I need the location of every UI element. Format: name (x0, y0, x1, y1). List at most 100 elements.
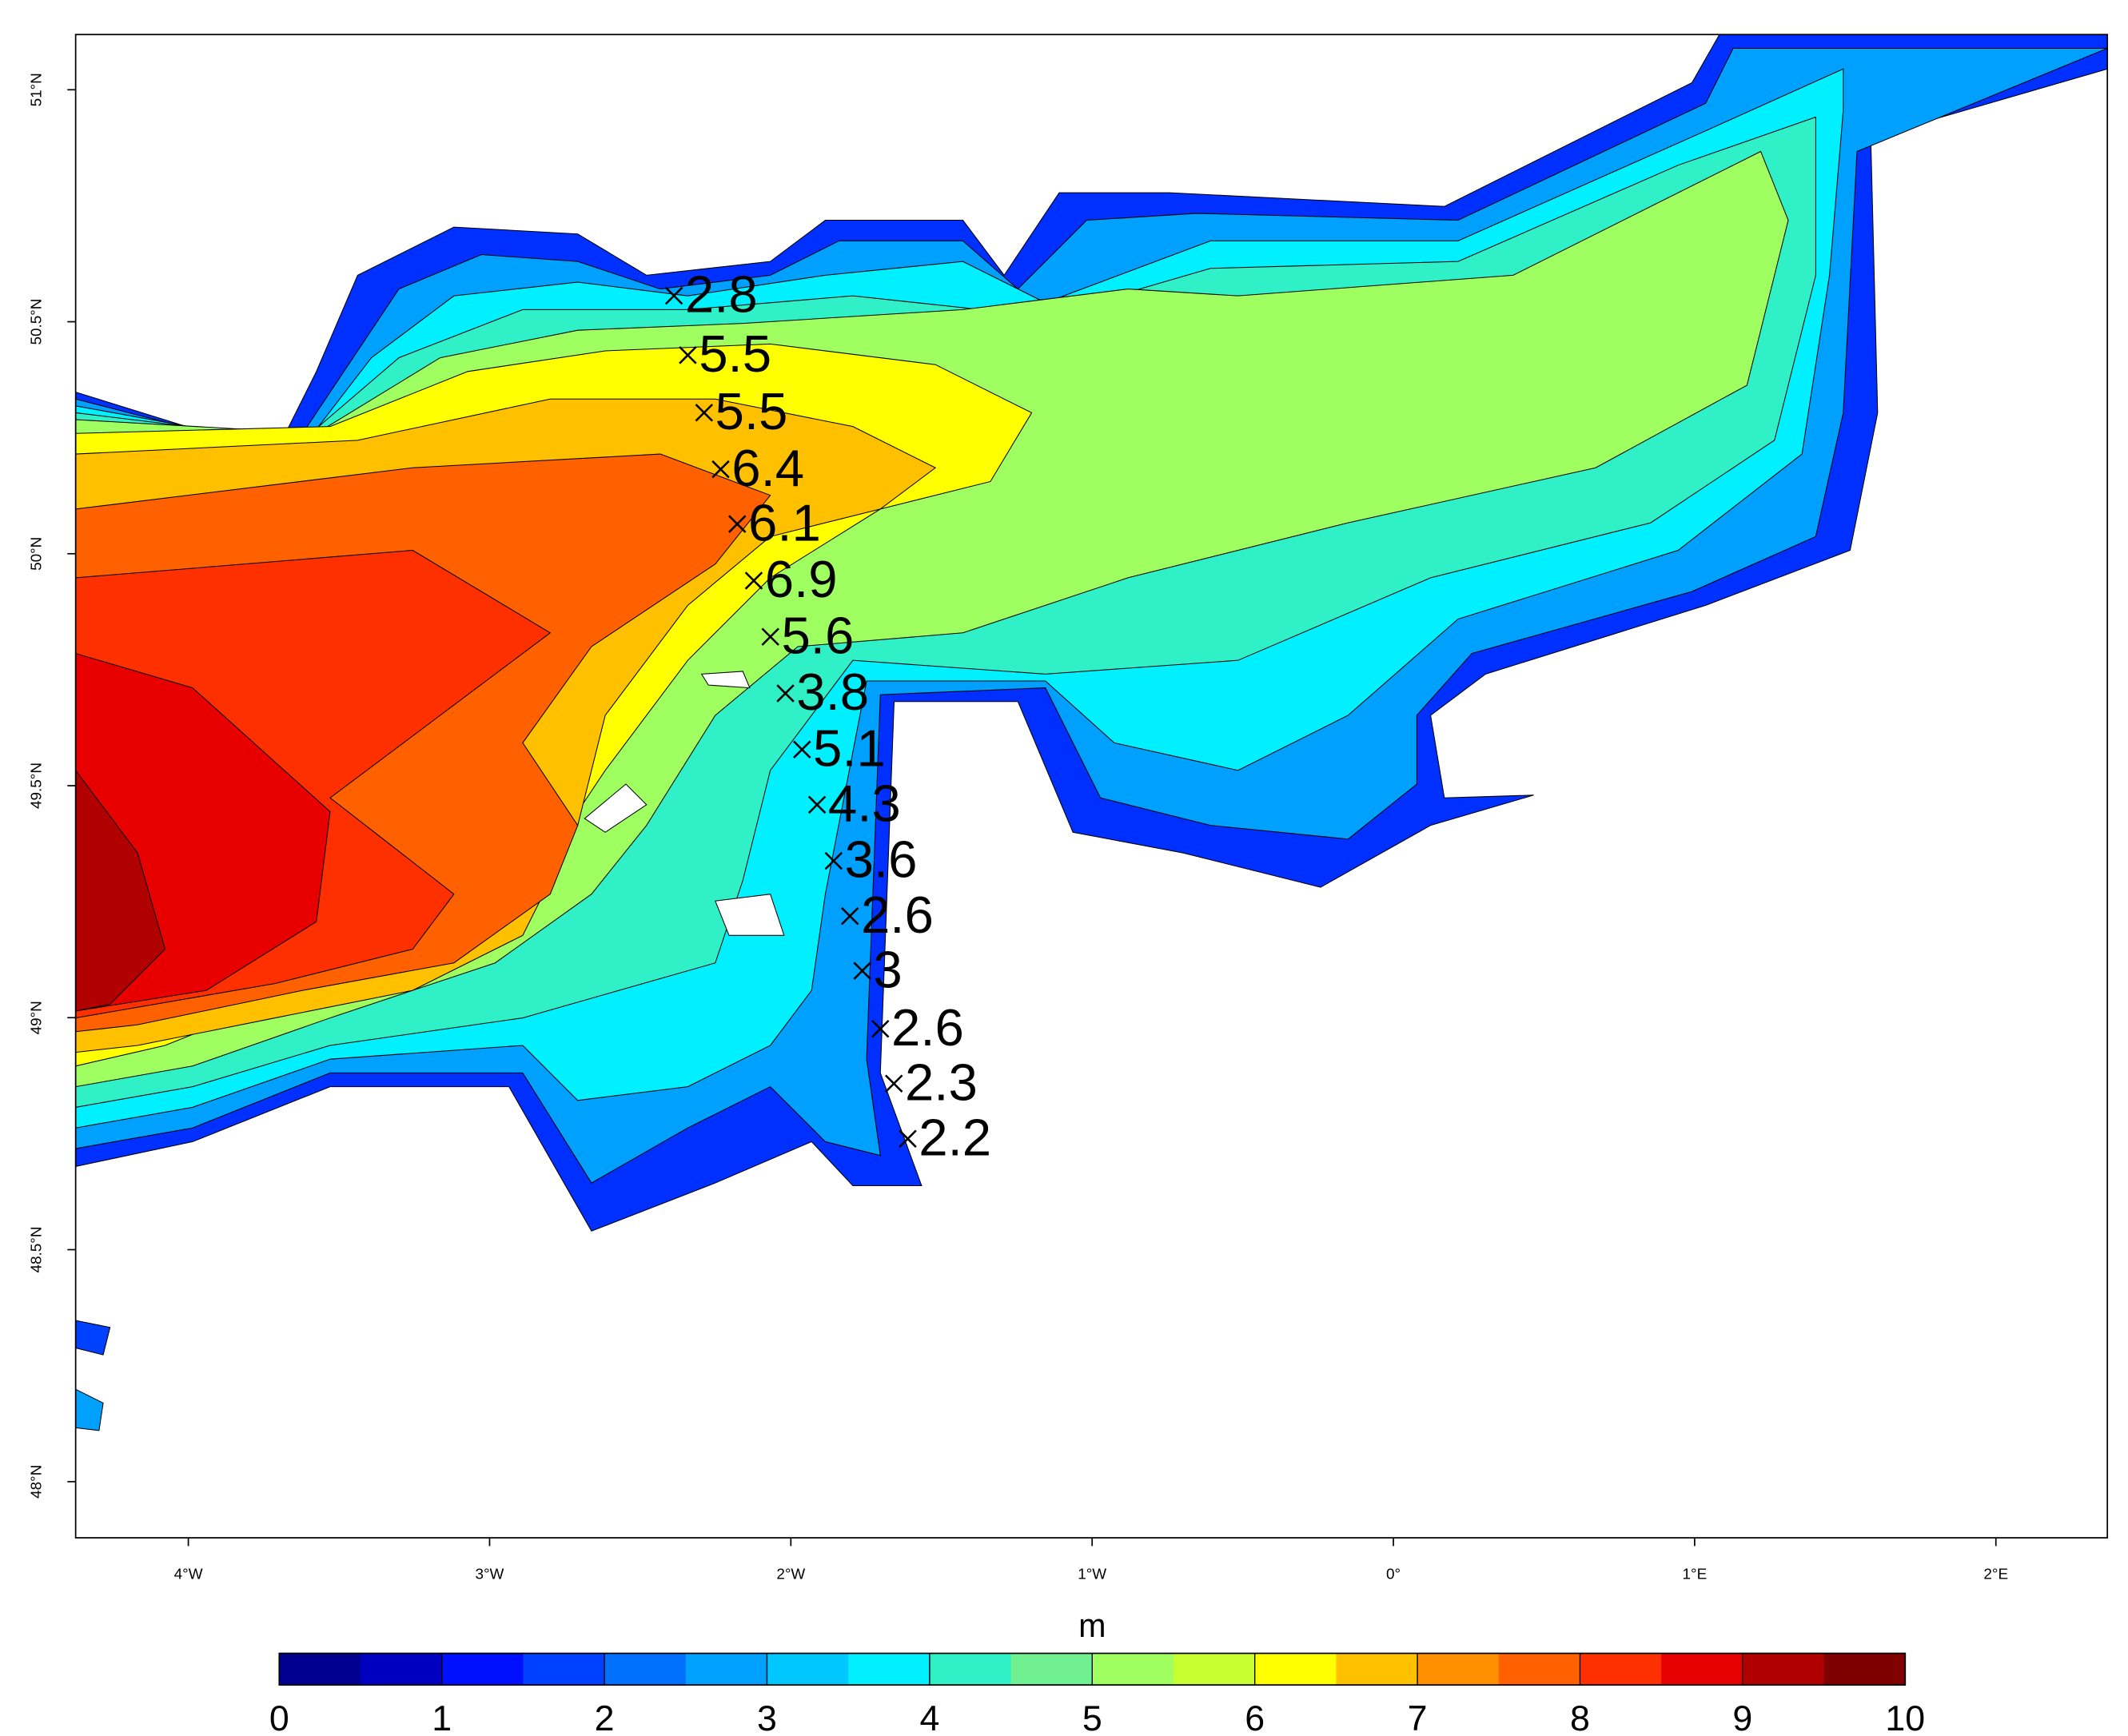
colorbar-swatch (1742, 1653, 1825, 1686)
point-marker (824, 851, 843, 870)
point-marker (807, 795, 827, 814)
colorbar-swatch (1010, 1653, 1094, 1686)
colorbar-swatch (604, 1653, 687, 1686)
colorbar-tick-label: 9 (1732, 1699, 1752, 1736)
marker-stroke (899, 1129, 917, 1149)
island (700, 671, 751, 689)
marker-stroke (679, 346, 697, 364)
contour-band (75, 769, 166, 1012)
point-marker (679, 346, 697, 364)
point-label: 6.1 (748, 493, 821, 551)
x-tick-label: 2°E (1983, 1567, 2008, 1583)
point-marker (840, 906, 859, 926)
point-label: 5.5 (715, 382, 788, 440)
colorbar-swatch (1254, 1653, 1337, 1686)
point-label: 3.6 (845, 830, 918, 889)
colorbar-tick-label: 3 (757, 1699, 777, 1736)
point-label: 2.3 (905, 1053, 978, 1111)
colorbar-swatch (1336, 1653, 1418, 1686)
colorbar-tick-label: 5 (1082, 1699, 1102, 1736)
colorbar-tick-label: 10 (1885, 1699, 1925, 1736)
colorbar-tick-label: 0 (269, 1699, 289, 1736)
point-label: 4.3 (828, 774, 901, 832)
point-marker (727, 515, 747, 533)
colorbar-tick-label: 1 (432, 1699, 452, 1736)
point-label: 2.6 (861, 886, 934, 944)
colorbar-swatch (929, 1653, 1012, 1686)
point-marker (793, 740, 811, 759)
marker-stroke (840, 906, 859, 926)
y-tick-label: 48.5°N (29, 1227, 46, 1273)
x-tick-label: 3°W (475, 1567, 504, 1583)
x-tick-label: 0° (1386, 1567, 1401, 1583)
annotation-layer: 4°W 3°W 2°W 1°W 0° 1°E 2°E 48°N 48.5°N 49°N 49.5°N… (29, 73, 2008, 1736)
colorbar-swatch (523, 1653, 605, 1686)
marker-stroke (695, 404, 714, 422)
colorbar-swatch (1823, 1653, 1907, 1686)
marker-stroke (807, 795, 827, 814)
marker-stroke (711, 460, 730, 479)
colorbar-tick-label: 8 (1570, 1699, 1590, 1736)
marker-stroke (776, 684, 795, 703)
colorbar-tick-label: 4 (919, 1699, 939, 1736)
point-label: 6.4 (731, 439, 804, 497)
point-marker (744, 571, 763, 590)
point-label: 2.8 (685, 265, 758, 324)
land-patch (75, 1388, 104, 1431)
point-label: 2.6 (891, 998, 964, 1057)
y-tick-label: 50°N (29, 537, 46, 571)
y-tick-label: 49°N (29, 1001, 46, 1034)
colorbar-swatch (1173, 1653, 1256, 1686)
marker-stroke (664, 286, 683, 305)
y-tick-label: 50.5°N (29, 299, 46, 345)
point-label: 3 (873, 940, 902, 998)
colorbar-tick-label: 2 (595, 1699, 615, 1736)
colorbar-tick-label: 7 (1408, 1699, 1428, 1736)
point-label: 5.5 (699, 325, 771, 383)
x-tick-label: 1°E (1683, 1567, 1708, 1583)
point-marker (899, 1129, 917, 1149)
y-tick-label: 48°N (29, 1465, 46, 1499)
y-tick-label: 49.5°N (29, 762, 46, 809)
colorbar-tick-label: 6 (1245, 1699, 1265, 1736)
point-label: 3.8 (796, 663, 869, 721)
point-marker (664, 286, 683, 305)
x-tick-label: 4°W (174, 1567, 203, 1583)
marker-stroke (824, 851, 843, 870)
point-label: 5.6 (781, 606, 854, 664)
colorbar-swatch (848, 1653, 931, 1686)
colorbar-title: m (1078, 1607, 1106, 1644)
colorbar-swatch (441, 1653, 524, 1686)
colorbar-swatch (361, 1653, 443, 1686)
x-tick-label: 2°W (776, 1567, 805, 1583)
colorbar-swatch (685, 1653, 768, 1686)
point-marker (711, 460, 730, 479)
point-label: 5.1 (813, 719, 886, 777)
land-patch (75, 1320, 111, 1356)
colorbar-swatch (279, 1653, 361, 1686)
point-marker (853, 962, 871, 980)
point-marker (871, 1019, 890, 1038)
marker-stroke (871, 1019, 890, 1038)
colorbar-swatch (1498, 1653, 1581, 1686)
point-marker (884, 1074, 903, 1093)
colorbar-swatch (767, 1653, 850, 1686)
point-marker (695, 404, 714, 422)
colorbar-swatch (1580, 1653, 1663, 1686)
marker-stroke (853, 962, 871, 980)
marker-stroke (793, 740, 811, 759)
marker-stroke (744, 571, 763, 590)
point-label: 6.9 (765, 550, 838, 608)
island (715, 894, 785, 936)
y-tick-label: 51°N (29, 73, 46, 106)
marker-stroke (761, 627, 779, 646)
colorbar-swatch (1661, 1653, 1743, 1686)
marker-stroke (884, 1074, 903, 1093)
point-marker (776, 684, 795, 703)
tidal-range-field (75, 34, 2108, 1431)
island (584, 783, 648, 833)
colorbar-swatch (1092, 1653, 1174, 1686)
colorbar-swatch (1417, 1653, 1500, 1686)
